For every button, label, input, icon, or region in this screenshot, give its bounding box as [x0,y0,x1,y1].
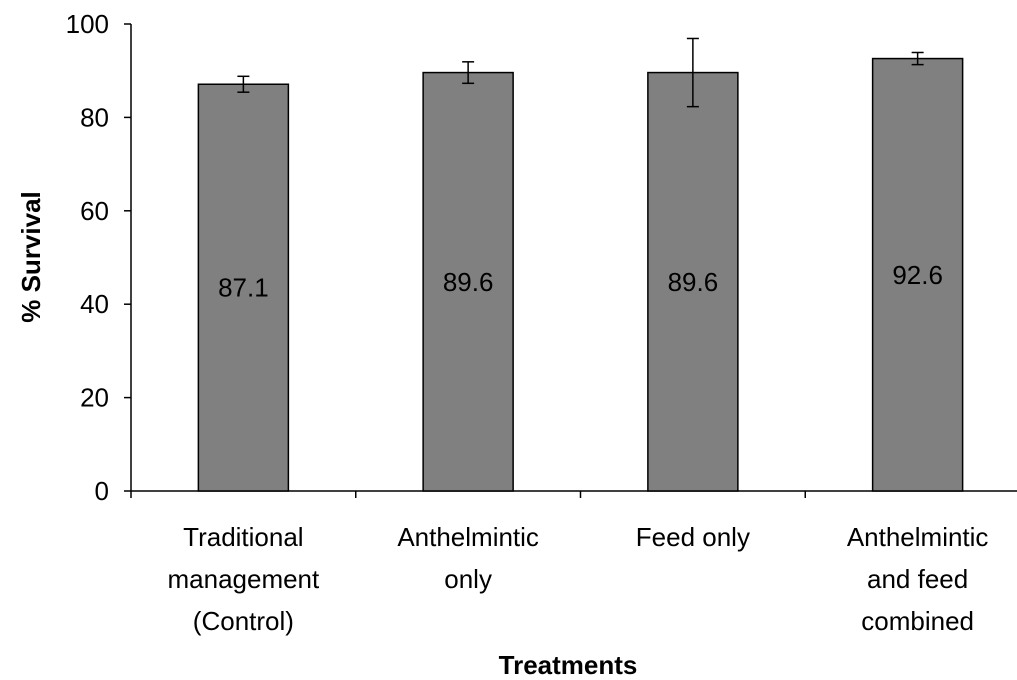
category-label: Feed only [636,522,750,552]
category-label: management [167,564,320,594]
error-bars [237,37,924,108]
x-axis-title: Treatments [499,650,638,680]
category-label: Anthelmintic [847,522,989,552]
y-tick-label: 20 [80,383,109,413]
bars [197,57,964,492]
bar [422,71,514,492]
category-label: (Control) [193,606,294,636]
y-tick-label: 40 [80,289,109,319]
y-axis: 0 20 40 60 80 100 [66,9,132,506]
category-label: Anthelmintic [397,522,539,552]
data-label: 87.1 [218,273,269,303]
category-label: only [444,564,492,594]
category-label: Traditional [183,522,303,552]
data-label: 89.6 [443,267,494,297]
y-tick-label: 100 [66,9,109,39]
y-tick-label: 0 [95,476,109,506]
x-axis [130,490,1017,498]
data-label: 89.6 [668,267,719,297]
category-label: combined [861,606,974,636]
data-labels: 87.1 89.6 89.6 92.6 [218,260,943,303]
y-axis-title: % Survival [16,191,46,323]
y-tick-label: 60 [80,196,109,226]
y-tick-label: 80 [80,102,109,132]
category-labels: Traditional management (Control) Anthelmint… [167,522,988,636]
data-label: 92.6 [892,260,943,290]
category-label: and feed [867,564,968,594]
bar [197,83,290,492]
